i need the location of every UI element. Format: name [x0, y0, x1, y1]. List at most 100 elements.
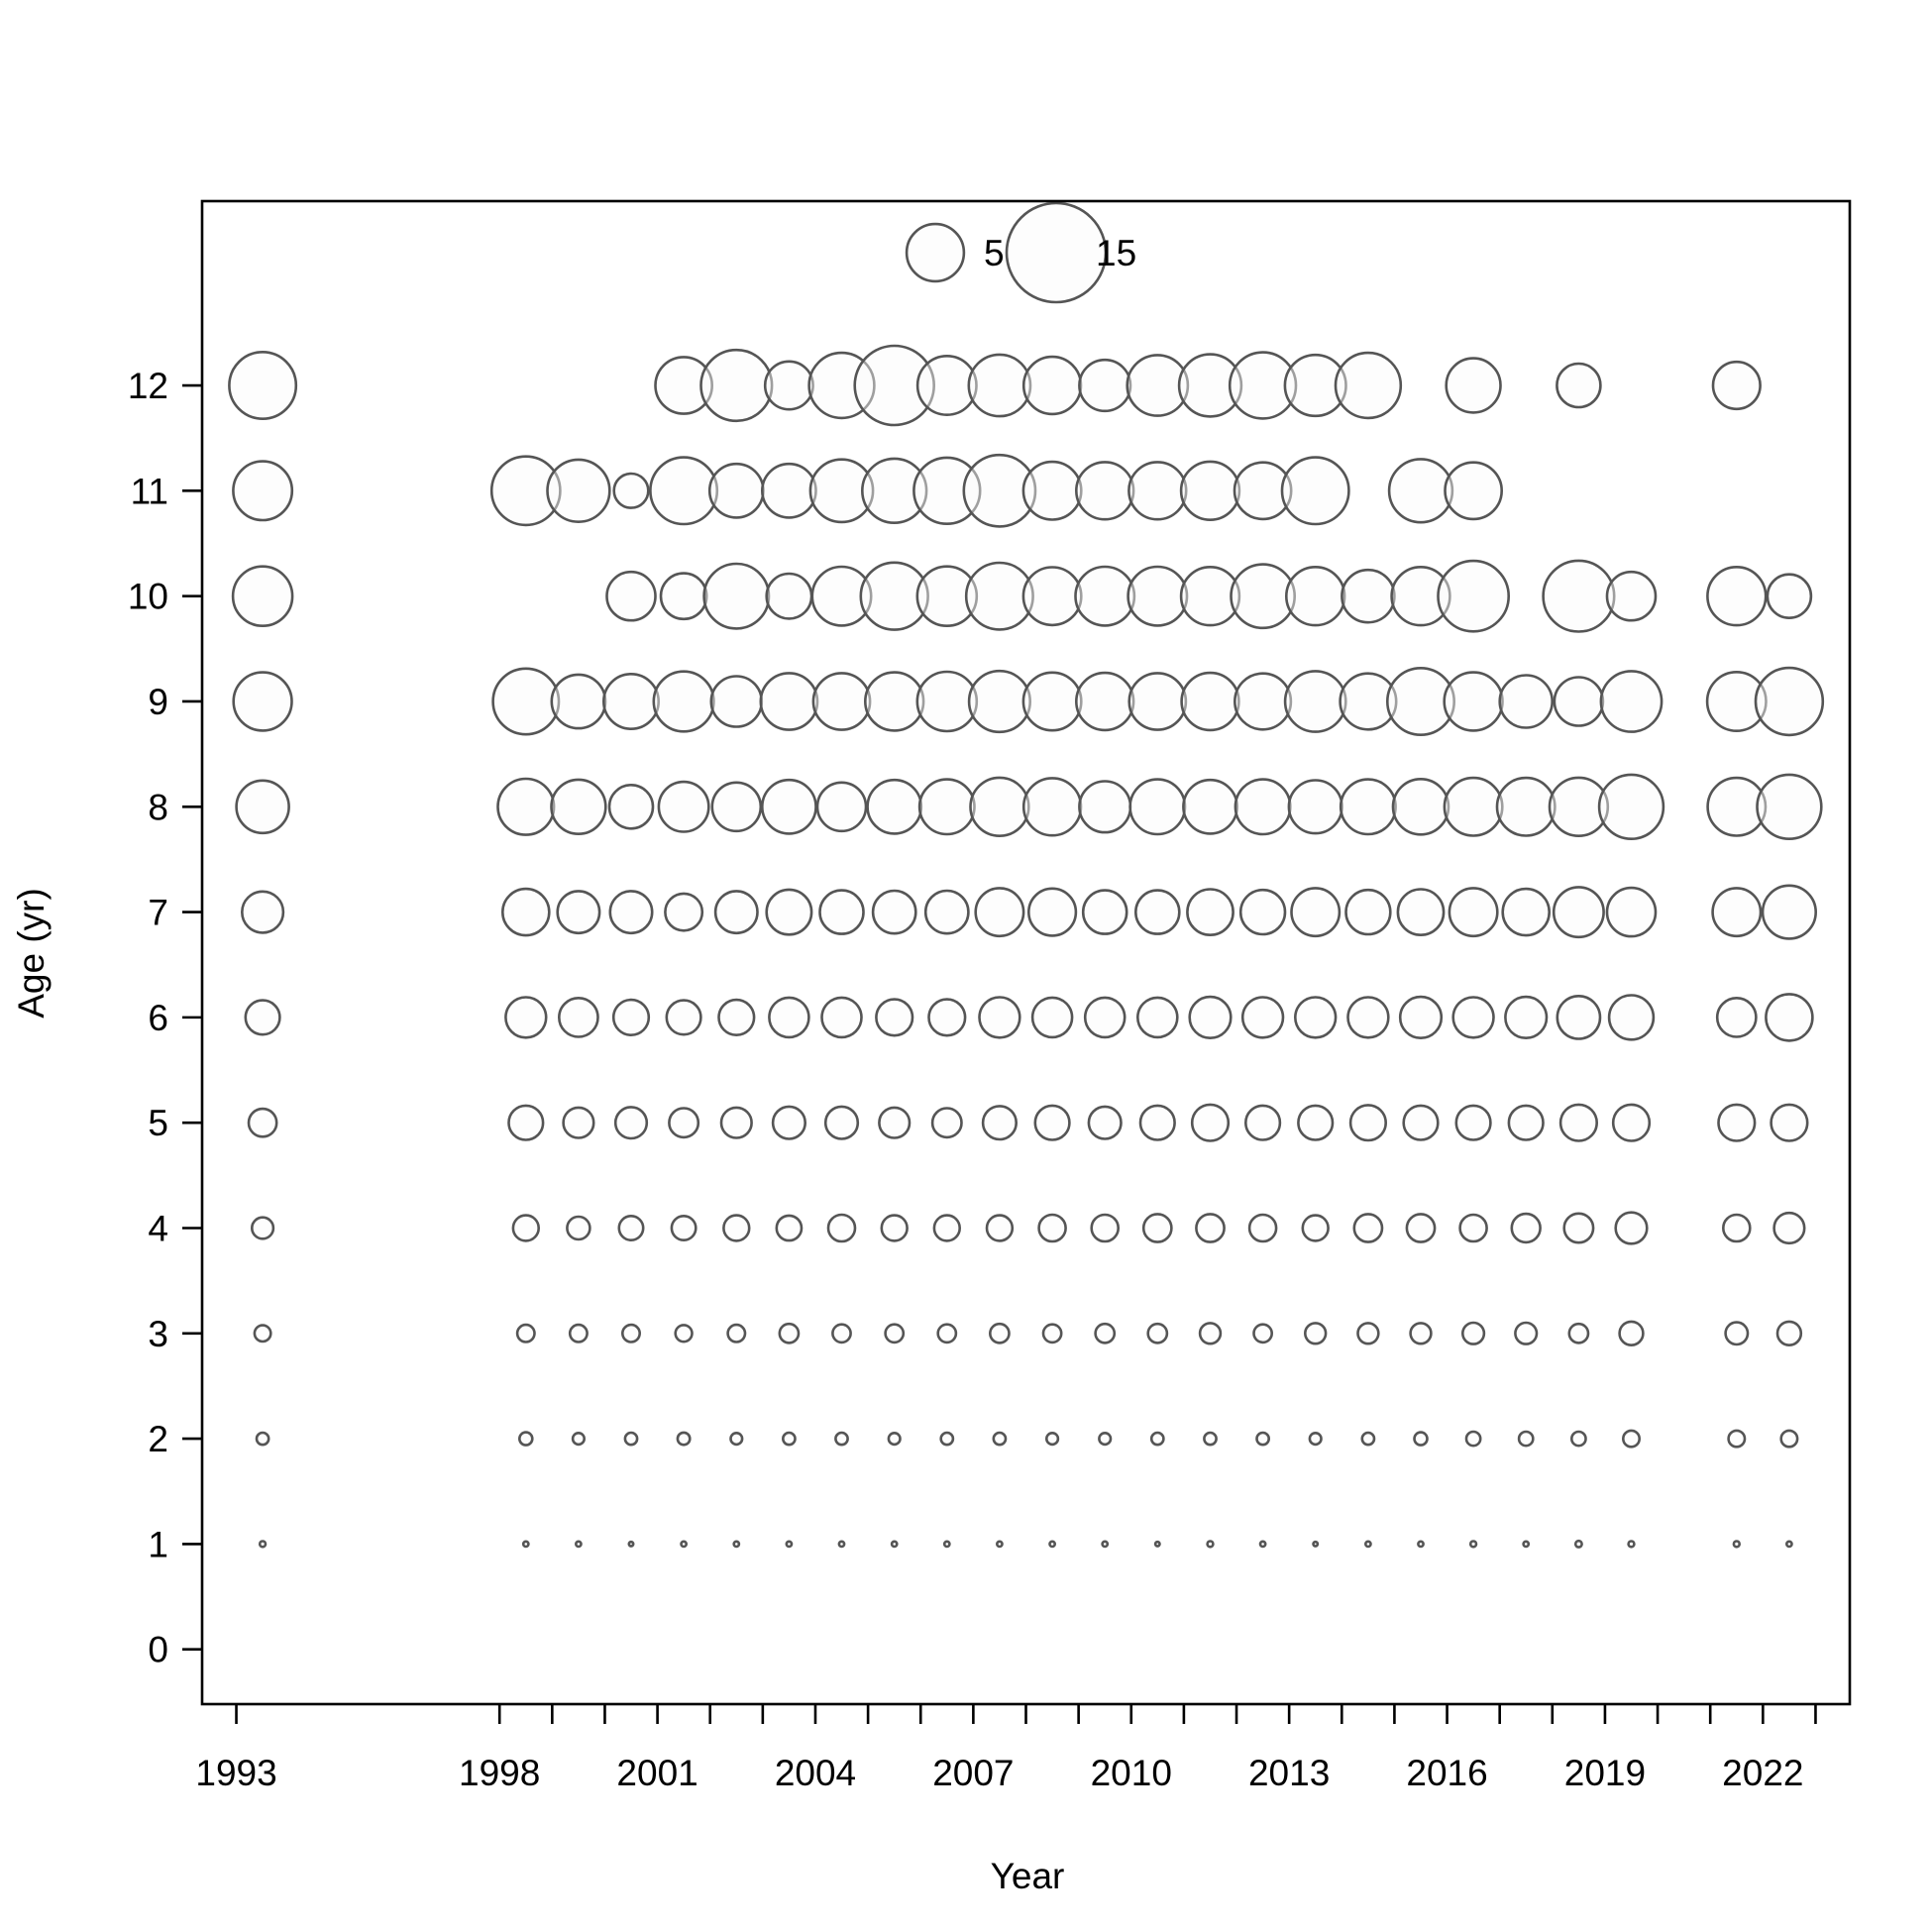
bubble-point — [1293, 996, 1338, 1039]
bubble-point — [521, 1540, 530, 1549]
y-tick-label: 0 — [148, 1630, 168, 1670]
bubble-point — [1339, 672, 1398, 731]
x-tick-label: 2010 — [1091, 1753, 1172, 1793]
bubble-point — [1756, 773, 1823, 840]
bubble-point — [232, 671, 293, 732]
bubble-point — [875, 998, 914, 1037]
bubble-point — [1785, 1540, 1793, 1549]
bubble-point — [1090, 1213, 1120, 1243]
bubble-point — [556, 890, 601, 935]
y-tick-label: 5 — [148, 1103, 168, 1143]
bubble-point — [1238, 888, 1287, 936]
bubble-point — [676, 1431, 692, 1447]
bubble-point — [1141, 1213, 1173, 1243]
bubble-point — [1341, 568, 1396, 624]
bubble-point — [765, 888, 813, 936]
bubble-point — [996, 1540, 1004, 1549]
bubble-point — [1514, 1321, 1539, 1345]
bubble-point — [808, 458, 875, 524]
bubble-point — [1573, 1539, 1583, 1549]
bubble-point — [1074, 565, 1136, 627]
bubble-point — [1301, 1214, 1330, 1242]
y-tick-label: 6 — [148, 998, 168, 1038]
bubble-point — [1078, 358, 1132, 413]
bubble-point — [1258, 1540, 1267, 1549]
bubble-point — [927, 998, 967, 1037]
bubble-point — [607, 783, 655, 830]
bubble-point — [967, 353, 1032, 418]
bubble-point — [871, 889, 917, 935]
bubble-point — [1386, 666, 1456, 736]
bubble-point — [1180, 671, 1240, 732]
bubble-point — [878, 1106, 912, 1139]
bubble-point — [782, 1431, 797, 1447]
bubble-point — [702, 562, 771, 630]
bubble-point — [1390, 565, 1451, 627]
y-tick-label: 7 — [148, 893, 168, 933]
bubble-point — [1761, 884, 1817, 940]
bubble-point — [670, 1215, 698, 1242]
bubble-point — [1722, 1213, 1752, 1243]
bubble-point — [659, 572, 708, 621]
bubble-point — [255, 1431, 270, 1447]
bubble-point — [496, 777, 556, 836]
bubble-point — [1772, 1211, 1806, 1245]
bubble-point — [489, 455, 562, 527]
bubble-point — [1468, 1540, 1478, 1549]
bubble-point — [1188, 995, 1233, 1040]
bubble-point — [1179, 460, 1241, 521]
bubble-point — [765, 572, 813, 620]
y-tick-label: 10 — [128, 577, 168, 617]
bubble-point — [1247, 1213, 1278, 1243]
y-tick-label: 9 — [148, 682, 168, 722]
bubble-point — [866, 778, 923, 835]
bubble-point — [964, 561, 1034, 631]
bubble-point — [1556, 362, 1602, 409]
bubble-point — [1770, 1103, 1809, 1142]
bubble-point — [1553, 676, 1605, 727]
bubble-point — [1280, 456, 1350, 526]
bubble-point — [978, 996, 1021, 1039]
bubble-point — [1413, 1431, 1429, 1447]
bubble-point — [1021, 355, 1083, 416]
bubble-point — [1177, 353, 1243, 418]
bubble-point — [1451, 996, 1495, 1039]
bubble-point — [617, 1215, 645, 1242]
bubble-point — [915, 670, 979, 733]
bubble-point — [831, 1323, 852, 1344]
bubble-point — [1517, 1430, 1535, 1448]
bubble-point — [1443, 776, 1504, 837]
x-tick-label: 2016 — [1406, 1753, 1487, 1793]
bubble-point — [717, 998, 756, 1037]
bubble-point — [491, 667, 561, 736]
bubble-point — [1346, 996, 1390, 1039]
bubble-point — [1779, 1429, 1799, 1449]
bubble-point — [1127, 461, 1188, 521]
bubble-point — [768, 996, 810, 1039]
bubble-point — [939, 1431, 955, 1447]
bubble-point — [568, 1323, 589, 1343]
bubble-point — [726, 1323, 747, 1343]
bubble-point — [722, 1214, 751, 1242]
y-tick-label: 12 — [128, 366, 168, 406]
bubble-point — [1048, 1540, 1056, 1549]
bubble-point — [880, 1214, 909, 1242]
bubble-point — [612, 472, 650, 509]
bubble-point — [1026, 887, 1078, 937]
bubble-point — [1203, 1431, 1218, 1447]
bubble-point — [771, 1105, 807, 1140]
bubble-point — [1504, 995, 1549, 1040]
bubble-point — [1348, 1104, 1387, 1142]
bubble-point — [1724, 1321, 1750, 1346]
bubble-point — [834, 1431, 849, 1447]
bubble-point — [550, 673, 607, 730]
bubble-point — [815, 781, 868, 833]
bubble-point — [1308, 1431, 1323, 1447]
bubble-point — [649, 456, 719, 526]
bubble-point — [1437, 559, 1510, 633]
bubble-point — [1021, 777, 1083, 837]
bubble-point — [826, 1213, 857, 1243]
bubble-point — [942, 1540, 951, 1549]
bubble-point — [665, 999, 702, 1036]
